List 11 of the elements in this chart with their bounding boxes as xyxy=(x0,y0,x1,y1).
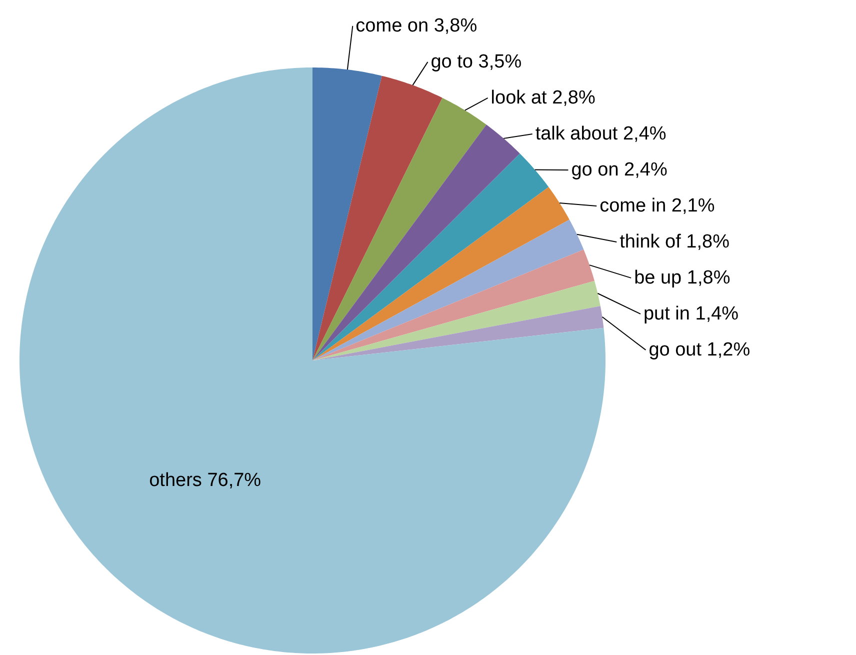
slice-label: be up 1,8% xyxy=(634,267,730,288)
slice-label: others 76,7% xyxy=(149,470,262,492)
slice-label: come in 2,1% xyxy=(600,195,715,216)
slice-label: go on 2,4% xyxy=(571,159,668,180)
slice-label: talk about 2,4% xyxy=(535,123,666,144)
slice-label: come on 3,8% xyxy=(356,15,478,36)
slice-label: think of 1,8% xyxy=(620,231,730,252)
slice-label: put in 1,4% xyxy=(643,303,739,324)
slice-label: go to 3,5% xyxy=(430,51,522,72)
slice-label: go out 1,2% xyxy=(648,339,750,360)
slice-label: look at 2,8% xyxy=(490,87,596,108)
